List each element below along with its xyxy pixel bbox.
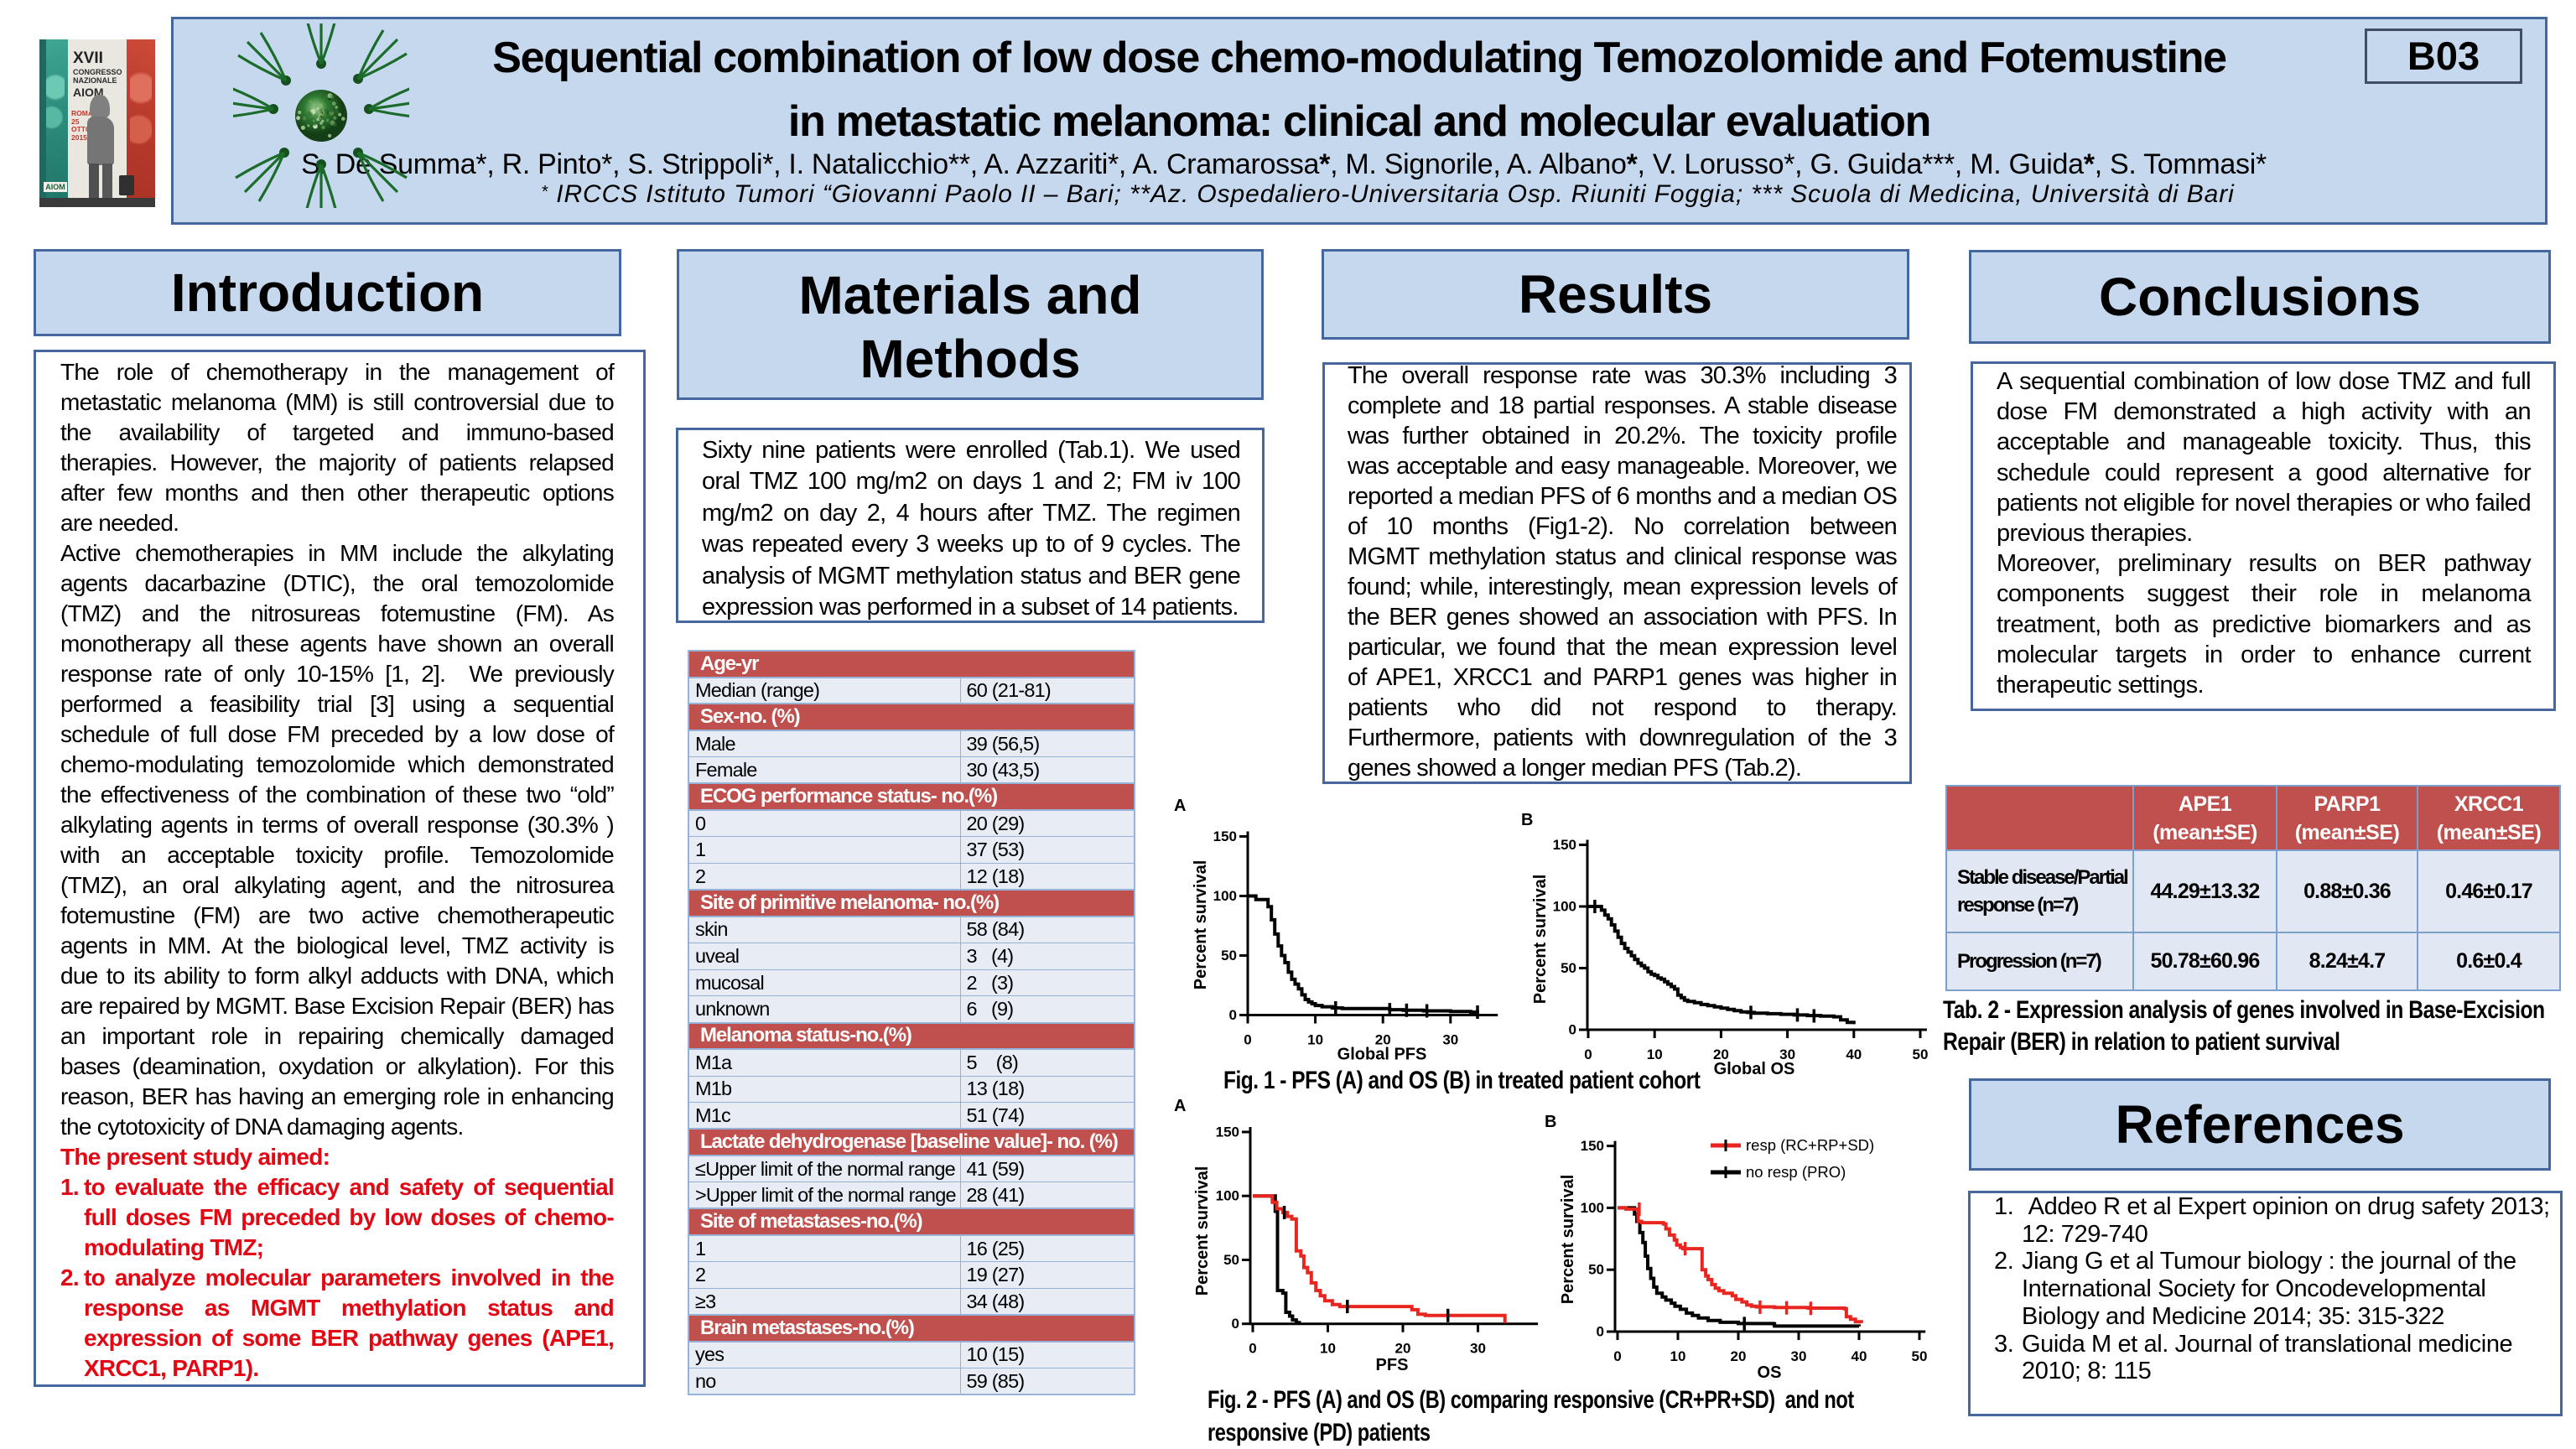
svg-text:OS: OS	[1758, 1363, 1782, 1382]
svg-text:B: B	[1545, 1113, 1556, 1131]
svg-text:100: 100	[1553, 899, 1576, 915]
svg-text:20: 20	[1375, 1032, 1391, 1048]
svg-text:0: 0	[1229, 1007, 1237, 1023]
svg-text:50: 50	[1221, 948, 1237, 963]
svg-text:PFS: PFS	[1376, 1356, 1409, 1374]
svg-text:0: 0	[1249, 1341, 1256, 1357]
svg-text:Percent survival: Percent survival	[1531, 875, 1550, 1005]
svg-text:resp (RC+RP+SD): resp (RC+RP+SD)	[1746, 1136, 1874, 1154]
svg-text:10: 10	[1670, 1348, 1686, 1364]
svg-text:B: B	[1521, 811, 1533, 829]
svg-text:0: 0	[1613, 1348, 1621, 1364]
svg-text:150: 150	[1553, 837, 1576, 853]
svg-text:40: 40	[1846, 1046, 1862, 1062]
svg-text:150: 150	[1216, 1124, 1239, 1140]
svg-text:30: 30	[1791, 1348, 1807, 1364]
svg-text:50: 50	[1912, 1348, 1928, 1364]
svg-text:20: 20	[1731, 1348, 1747, 1364]
svg-text:Percent survival: Percent survival	[1192, 860, 1210, 990]
svg-text:50: 50	[1561, 960, 1576, 976]
svg-text:Percent survival: Percent survival	[1193, 1166, 1212, 1296]
svg-text:100: 100	[1216, 1188, 1239, 1204]
svg-text:50: 50	[1588, 1262, 1604, 1278]
svg-text:no resp (PRO): no resp (PRO)	[1746, 1163, 1846, 1181]
svg-text:30: 30	[1442, 1032, 1458, 1048]
svg-text:20: 20	[1395, 1341, 1411, 1357]
svg-text:0: 0	[1597, 1324, 1604, 1340]
svg-text:30: 30	[1470, 1341, 1486, 1357]
svg-text:150: 150	[1581, 1138, 1604, 1154]
svg-text:Global PFS: Global PFS	[1337, 1046, 1427, 1064]
svg-text:30: 30	[1779, 1046, 1795, 1062]
svg-text:150: 150	[1213, 828, 1237, 844]
svg-text:10: 10	[1307, 1032, 1323, 1048]
svg-text:10: 10	[1320, 1341, 1336, 1357]
svg-text:40: 40	[1852, 1348, 1867, 1364]
svg-text:A: A	[1174, 797, 1186, 815]
svg-text:100: 100	[1213, 888, 1237, 904]
svg-text:20: 20	[1713, 1046, 1729, 1062]
svg-text:0: 0	[1232, 1316, 1239, 1332]
svg-text:50: 50	[1913, 1046, 1929, 1062]
svg-text:0: 0	[1584, 1046, 1592, 1062]
svg-text:10: 10	[1647, 1046, 1663, 1062]
svg-text:50: 50	[1223, 1252, 1239, 1268]
svg-text:0: 0	[1569, 1022, 1576, 1038]
svg-text:A: A	[1174, 1097, 1186, 1115]
svg-text:Percent survival: Percent survival	[1559, 1175, 1577, 1305]
svg-text:0: 0	[1244, 1032, 1251, 1048]
svg-text:Global OS: Global OS	[1714, 1060, 1795, 1078]
svg-text:100: 100	[1581, 1200, 1604, 1216]
